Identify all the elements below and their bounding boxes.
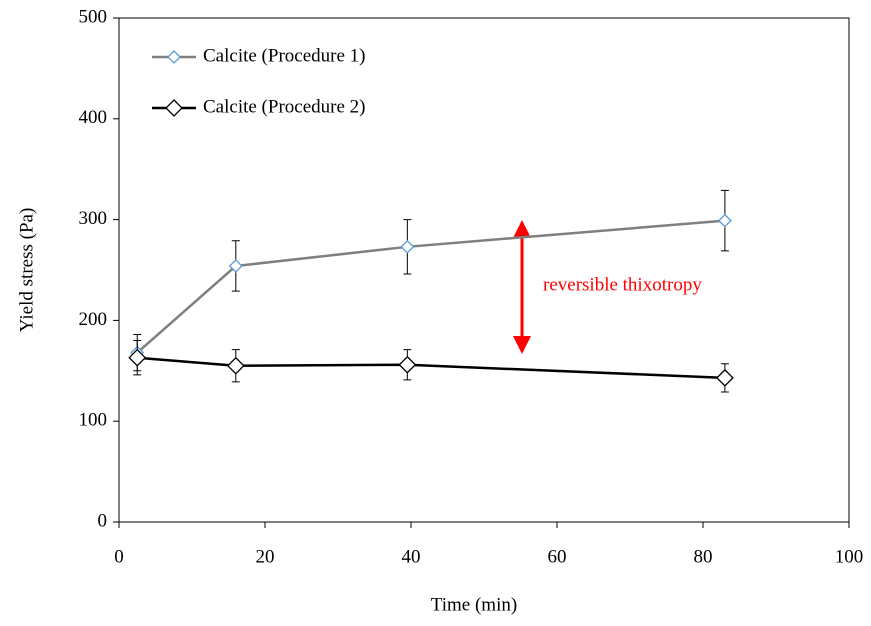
y-tick-label: 200	[79, 309, 108, 330]
series-line	[136, 219, 726, 354]
x-axis-title: Time (min)	[431, 594, 517, 615]
y-tick-label: 100	[79, 410, 108, 431]
x-tick-label: 100	[835, 546, 864, 567]
series-line	[137, 356, 725, 380]
x-tick-label: 20	[256, 546, 275, 567]
marker	[717, 213, 732, 228]
y-tick-label: 300	[79, 208, 108, 229]
y-axis-title: Yield stress (Pa)	[16, 208, 37, 333]
legend-label: Calcite (Procedure 2)	[203, 96, 365, 117]
y-tick-label: 0	[98, 510, 108, 531]
marker	[128, 348, 147, 367]
double-arrow	[513, 220, 531, 354]
y-tick-label: 400	[79, 107, 108, 128]
x-tick-label: 40	[402, 546, 421, 567]
x-tick-label: 0	[114, 546, 124, 567]
x-tick-label: 80	[694, 546, 713, 567]
marker	[228, 259, 243, 273]
x-tick-label: 60	[548, 546, 567, 567]
legend-label: Calcite (Procedure 1)	[203, 45, 365, 66]
marker	[400, 239, 415, 254]
y-tick-label: 500	[79, 6, 108, 27]
legend-marker	[165, 99, 183, 117]
plot-frame	[118, 17, 850, 523]
marker	[398, 355, 417, 374]
marker	[715, 368, 734, 387]
marker	[226, 356, 245, 375]
legend-marker	[167, 50, 181, 64]
annotation: reversible thixotropy	[543, 274, 702, 295]
